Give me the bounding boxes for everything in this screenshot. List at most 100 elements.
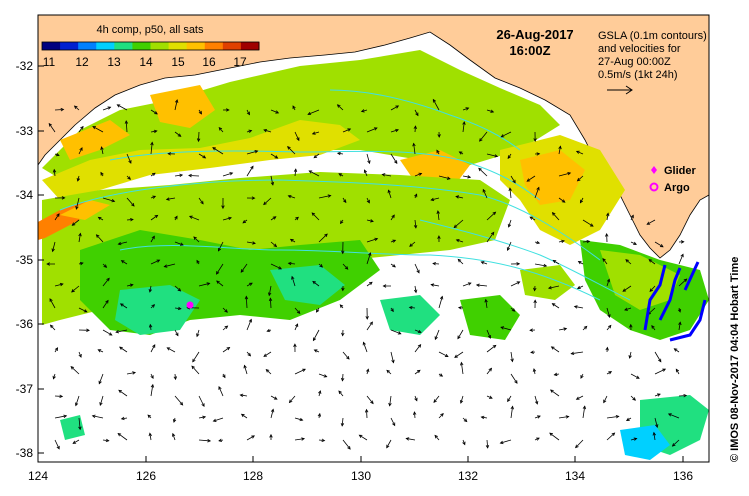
velocity-arrowhead — [338, 390, 342, 395]
velocity-arrow — [582, 406, 586, 419]
velocity-arrowhead — [218, 126, 223, 131]
velocity-arrowhead — [120, 260, 125, 264]
velocity-arrow — [268, 285, 272, 296]
velocity-arrowhead — [651, 325, 655, 329]
velocity-arrowhead — [615, 415, 620, 419]
velocity-arrow — [457, 329, 464, 339]
velocity-arrowhead — [655, 424, 659, 428]
colorbar-segment — [240, 42, 260, 50]
velocity-arrow — [409, 241, 416, 247]
velocity-arrow — [198, 439, 211, 442]
velocity-arrow — [270, 153, 278, 159]
velocity-arrow — [476, 284, 488, 287]
velocity-arrow — [246, 282, 253, 287]
velocity-arrowhead — [365, 316, 369, 320]
velocity-arrow — [52, 241, 56, 252]
velocity-arrow — [460, 395, 464, 404]
velocity-arrow — [78, 126, 84, 133]
velocity-arrowhead — [313, 154, 318, 159]
velocity-arrowhead — [196, 138, 201, 143]
velocity-arrow — [125, 120, 128, 133]
velocity-arrowhead — [633, 241, 637, 245]
velocity-arrowhead — [150, 375, 154, 380]
velocity-arrowhead — [573, 305, 578, 309]
velocity-arrow — [191, 365, 200, 375]
velocity-arrowhead — [582, 405, 587, 410]
velocity-arrow — [246, 319, 252, 331]
velocity-arrow — [222, 325, 228, 331]
velocity-arrow — [433, 395, 440, 403]
velocity-arrowhead — [193, 236, 197, 240]
velocity-arrowhead — [492, 211, 497, 216]
velocity-arrow — [582, 219, 594, 227]
velocity-arrowhead — [649, 288, 654, 293]
velocity-arrow — [558, 197, 566, 203]
velocity-arrow — [54, 283, 63, 287]
velocity-arrow — [102, 278, 110, 287]
velocity-arrowhead — [265, 368, 270, 373]
velocity-arrow — [390, 153, 398, 164]
velocity-arrowhead — [529, 216, 534, 220]
velocity-arrow — [71, 285, 80, 293]
velocity-arrowhead — [558, 145, 562, 150]
velocity-arrowhead — [266, 328, 271, 333]
velocity-arrow — [102, 106, 111, 111]
velocity-arrow — [117, 433, 128, 441]
velocity-arrowhead — [479, 138, 483, 142]
velocity-arrow — [150, 142, 153, 155]
velocity-arrow — [149, 324, 152, 331]
velocity-arrowhead — [567, 171, 572, 176]
velocity-arrowhead — [59, 282, 64, 287]
velocity-arrow — [629, 351, 632, 359]
velocity-arrow — [150, 130, 157, 133]
velocity-arrow — [648, 259, 656, 265]
velocity-arrow — [311, 212, 320, 221]
velocity-arrowhead — [100, 171, 104, 176]
velocity-arrow — [318, 195, 331, 199]
velocity-arrowhead — [249, 282, 253, 286]
gsla-note-line: GSLA (0.1m contours) — [598, 30, 707, 42]
velocity-arrowhead — [625, 417, 630, 421]
x-tick-label: 126 — [136, 469, 156, 483]
velocity-arrowhead — [246, 111, 250, 116]
velocity-arrow — [287, 146, 296, 155]
velocity-arrowhead — [51, 248, 55, 253]
velocity-arrowhead — [250, 165, 254, 170]
velocity-arrow — [534, 187, 540, 199]
velocity-arrow — [500, 439, 512, 444]
velocity-arrowhead — [299, 417, 304, 422]
velocity-arrowhead — [628, 355, 632, 359]
velocity-arrowhead — [119, 346, 123, 350]
velocity-arrow — [606, 307, 610, 318]
velocity-arrow — [577, 175, 584, 182]
velocity-arrow — [115, 329, 128, 333]
velocity-arrowhead — [287, 194, 292, 199]
velocity-arrowhead — [117, 241, 122, 246]
velocity-arrowhead — [673, 348, 678, 352]
velocity-arrowhead — [243, 364, 247, 369]
velocity-arrow — [192, 351, 200, 363]
velocity-arrowhead — [549, 389, 554, 393]
velocity-arrowhead — [301, 437, 306, 441]
velocity-arrow — [167, 347, 176, 353]
velocity-arrowhead — [455, 195, 460, 199]
velocity-arrowhead — [480, 415, 485, 420]
velocity-arrow — [558, 328, 567, 331]
velocity-arrowhead — [116, 104, 121, 108]
velocity-arrow — [198, 153, 206, 159]
colorbar-title: 4h comp, p50, all sats — [96, 24, 204, 36]
velocity-arrow — [366, 238, 378, 243]
velocity-arrowhead — [202, 155, 207, 159]
velocity-arrowhead — [583, 325, 588, 330]
velocity-arrowhead — [148, 323, 153, 328]
velocity-arrowhead — [391, 214, 395, 219]
velocity-arrowhead — [91, 414, 96, 418]
colorbar-segment — [114, 42, 133, 50]
velocity-arrowhead — [658, 358, 662, 363]
velocity-arrowhead — [632, 397, 636, 401]
velocity-arrowhead — [430, 283, 435, 287]
velocity-arrow — [289, 395, 296, 403]
velocity-arrowhead — [327, 194, 332, 198]
velocity-arrow — [457, 259, 464, 265]
velocity-arrowhead — [221, 205, 225, 210]
